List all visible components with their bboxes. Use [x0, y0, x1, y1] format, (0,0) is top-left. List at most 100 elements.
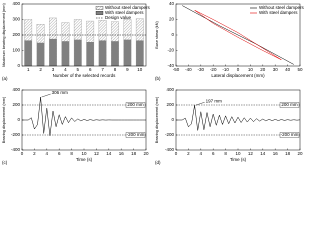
bar	[123, 39, 132, 66]
x-axis-title: Number of the selected records	[53, 73, 117, 78]
y-tick-label: 200	[166, 102, 174, 107]
x-tick-label: 10	[248, 67, 254, 72]
plot-frame	[21, 89, 147, 151]
legend-label: With steel dampers	[105, 10, 144, 15]
x-tick-label: 0	[237, 67, 240, 72]
y-tick-label: 200	[12, 102, 20, 107]
series-line	[194, 9, 282, 61]
threshold-box	[279, 132, 300, 138]
x-tick-label: 3	[52, 67, 55, 72]
x-tick-label: 16	[119, 151, 125, 156]
bar	[86, 41, 94, 66]
x-tick-label: 0	[175, 151, 178, 156]
bar	[136, 40, 144, 66]
x-tick-label: 8	[114, 67, 117, 72]
y-tick-label: 40	[169, 1, 175, 6]
x-axis-title: Lateral displacement (mm)	[211, 73, 265, 78]
x-tick-label: 2	[187, 151, 190, 156]
x-tick-label: 18	[285, 151, 291, 156]
x-axis-title: Time (s)	[76, 157, 93, 162]
y-tick-label: 300	[12, 17, 20, 22]
x-tick-label: 6	[58, 151, 61, 156]
bar	[74, 39, 82, 66]
y-tick-label: -400	[11, 147, 21, 152]
panel-label: (d)	[155, 160, 161, 165]
series-line	[182, 5, 294, 65]
y-axis-title: Bearing displacement (mm)	[155, 96, 159, 143]
legend-swatch	[95, 6, 104, 10]
x-tick-label: 6	[89, 67, 92, 72]
x-tick-label: 4	[46, 151, 49, 156]
legend-swatch	[95, 11, 104, 15]
x-tick-label: 9	[126, 67, 129, 72]
y-tick-label: 20	[169, 17, 175, 22]
x-tick-label: 6	[212, 151, 215, 156]
x-tick-label: 7	[101, 67, 104, 72]
y-tick-label: 400	[12, 87, 20, 92]
x-tick-label: -30	[198, 67, 205, 72]
threshold-box	[125, 102, 146, 108]
x-tick-label: 10	[235, 151, 241, 156]
threshold-label: -200 mm	[281, 132, 299, 137]
threshold-label: 200 mm	[127, 102, 144, 107]
y-tick-label: 0	[17, 117, 20, 122]
x-tick-label: 0	[21, 151, 24, 156]
x-tick-label: 20	[260, 67, 266, 72]
x-tick-label: 14	[106, 151, 112, 156]
x-tick-label: -10	[222, 67, 229, 72]
x-tick-label: 10	[81, 151, 87, 156]
y-tick-label: 400	[12, 1, 20, 6]
legend-label: Design value	[105, 15, 132, 20]
legend-label: Without steel dampers	[259, 5, 305, 10]
x-tick-label: -20	[210, 67, 217, 72]
plot-frame	[175, 89, 301, 151]
y-tick-label: 0	[17, 63, 20, 68]
y-tick-label: 100	[12, 48, 20, 53]
x-tick-label: 12	[94, 151, 100, 156]
x-tick-label: 20	[297, 151, 303, 156]
bar	[111, 41, 119, 66]
y-axis-title: Maximum bearing displacement (mm)	[2, 3, 6, 67]
bar	[98, 40, 107, 66]
y-tick-label: -20	[167, 48, 174, 53]
panel-label: (a)	[2, 76, 8, 81]
x-tick-label: 4	[64, 67, 67, 72]
x-tick-label: 8	[70, 151, 73, 156]
y-tick-label: 200	[12, 32, 20, 37]
x-tick-label: 18	[131, 151, 137, 156]
legend-label: With steel dampers	[259, 10, 298, 15]
x-tick-label: 2	[39, 67, 42, 72]
x-tick-label: 16	[273, 151, 279, 156]
y-tick-label: -40	[167, 63, 174, 68]
x-tick-label: 2	[33, 151, 36, 156]
y-tick-label: 0	[171, 117, 174, 122]
threshold-box	[279, 102, 300, 108]
bar	[61, 41, 70, 66]
legend-label: Without steel dampers	[105, 5, 151, 10]
x-tick-label: 50	[297, 67, 303, 72]
x-tick-label: 8	[224, 151, 227, 156]
plot-frame	[21, 3, 147, 67]
x-tick-label: 30	[273, 67, 279, 72]
panel-label: (c)	[2, 160, 8, 165]
annotation-arrow	[41, 93, 51, 98]
threshold-label: -200 mm	[127, 132, 145, 137]
y-tick-label: -200	[165, 132, 175, 137]
x-axis-title: Time (s)	[230, 157, 247, 162]
series-line	[22, 97, 146, 136]
bar	[24, 40, 32, 66]
x-tick-label: 40	[285, 67, 291, 72]
panel-label: (b)	[155, 76, 161, 81]
plot-frame	[175, 3, 301, 67]
y-tick-label: -200	[11, 132, 21, 137]
threshold-box	[125, 132, 146, 138]
threshold-label: 200 mm	[281, 102, 298, 107]
x-tick-label: 10	[137, 67, 143, 72]
y-tick-label: -400	[165, 147, 175, 152]
x-tick-label: 5	[77, 67, 80, 72]
bar	[49, 38, 57, 66]
annotation: 306 mm	[52, 90, 69, 95]
x-tick-label: 20	[143, 151, 149, 156]
y-tick-label: 400	[166, 87, 174, 92]
